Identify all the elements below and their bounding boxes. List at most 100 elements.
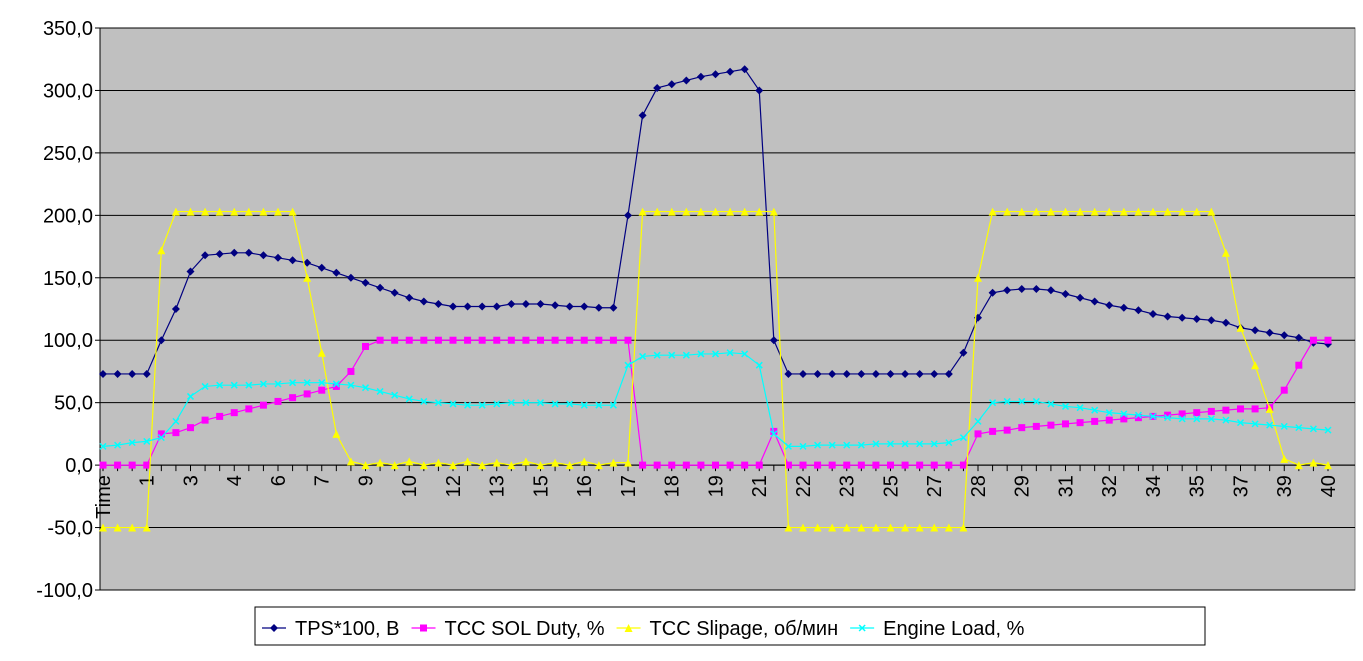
- marker: [434, 336, 442, 344]
- marker: [303, 258, 312, 267]
- marker: [1280, 422, 1288, 430]
- y-tick-label: 250,0: [43, 143, 93, 165]
- marker: [726, 461, 734, 469]
- marker: [886, 440, 895, 448]
- marker: [1032, 422, 1040, 430]
- marker: [288, 256, 297, 265]
- marker: [901, 440, 909, 448]
- marker: [157, 430, 165, 438]
- marker: [1062, 420, 1069, 428]
- marker: [507, 399, 515, 407]
- marker: [172, 417, 180, 425]
- marker: [711, 207, 720, 216]
- marker: [449, 400, 457, 408]
- marker: [915, 369, 924, 378]
- marker: [288, 207, 297, 216]
- marker: [463, 457, 472, 466]
- marker: [653, 207, 662, 216]
- plot-area: [99, 27, 1356, 591]
- marker: [376, 336, 384, 344]
- marker: [245, 405, 253, 413]
- marker: [989, 427, 997, 435]
- marker: [449, 461, 457, 470]
- marker: [1105, 409, 1113, 417]
- marker: [1207, 407, 1215, 415]
- marker: [916, 440, 924, 448]
- marker: [449, 336, 457, 344]
- marker: [259, 207, 268, 216]
- marker: [1164, 414, 1172, 422]
- marker: [653, 461, 661, 469]
- marker: [915, 523, 924, 532]
- marker: [667, 207, 676, 216]
- marker: [769, 207, 778, 216]
- x-tick-label: 18: [662, 475, 684, 497]
- marker: [551, 400, 559, 408]
- marker: [784, 442, 792, 450]
- marker: [770, 430, 778, 438]
- marker: [566, 400, 574, 408]
- marker: [1265, 404, 1274, 413]
- marker: [1091, 406, 1099, 414]
- marker: [521, 300, 530, 309]
- marker: [1046, 207, 1055, 216]
- marker: [1119, 207, 1128, 216]
- marker: [857, 441, 865, 449]
- marker: [857, 369, 866, 378]
- marker: [1324, 426, 1332, 434]
- marker: [871, 369, 880, 378]
- marker: [317, 263, 326, 272]
- marker: [959, 348, 968, 357]
- marker: [1265, 328, 1274, 337]
- marker: [667, 80, 676, 89]
- marker: [99, 523, 107, 532]
- marker: [390, 461, 399, 470]
- marker: [289, 379, 297, 387]
- marker: [1076, 419, 1084, 427]
- marker: [1192, 207, 1201, 216]
- marker: [755, 461, 763, 469]
- marker: [1251, 361, 1260, 370]
- marker: [434, 300, 443, 309]
- marker: [157, 336, 166, 345]
- marker: [828, 461, 836, 469]
- marker: [1017, 207, 1026, 216]
- marker: [697, 350, 705, 358]
- marker: [1207, 415, 1215, 423]
- marker: [682, 351, 690, 359]
- marker: [712, 461, 719, 469]
- marker: [492, 302, 501, 311]
- marker: [1207, 316, 1216, 325]
- marker: [464, 336, 472, 344]
- marker: [464, 401, 472, 409]
- marker: [711, 70, 720, 79]
- marker: [682, 76, 691, 85]
- marker: [376, 387, 384, 395]
- marker: [566, 336, 574, 344]
- marker: [1119, 303, 1128, 312]
- marker: [244, 207, 253, 216]
- marker: [565, 302, 574, 311]
- marker: [405, 395, 413, 403]
- marker: [609, 401, 617, 409]
- marker: [1192, 314, 1201, 323]
- x-tick-label: 27: [924, 475, 946, 497]
- marker: [945, 461, 953, 469]
- marker: [245, 381, 253, 389]
- marker: [857, 461, 865, 469]
- marker: [843, 441, 851, 449]
- marker: [624, 211, 632, 220]
- y-tick-label: 350,0: [43, 18, 93, 40]
- marker: [1061, 290, 1070, 299]
- marker: [930, 461, 938, 469]
- marker: [901, 369, 910, 378]
- marker: [624, 361, 632, 369]
- marker: [128, 523, 137, 532]
- y-tick-label: -100,0: [36, 580, 93, 602]
- marker: [114, 441, 122, 449]
- marker: [1091, 417, 1099, 425]
- marker: [1003, 207, 1012, 216]
- marker: [522, 399, 530, 407]
- marker: [1076, 207, 1085, 216]
